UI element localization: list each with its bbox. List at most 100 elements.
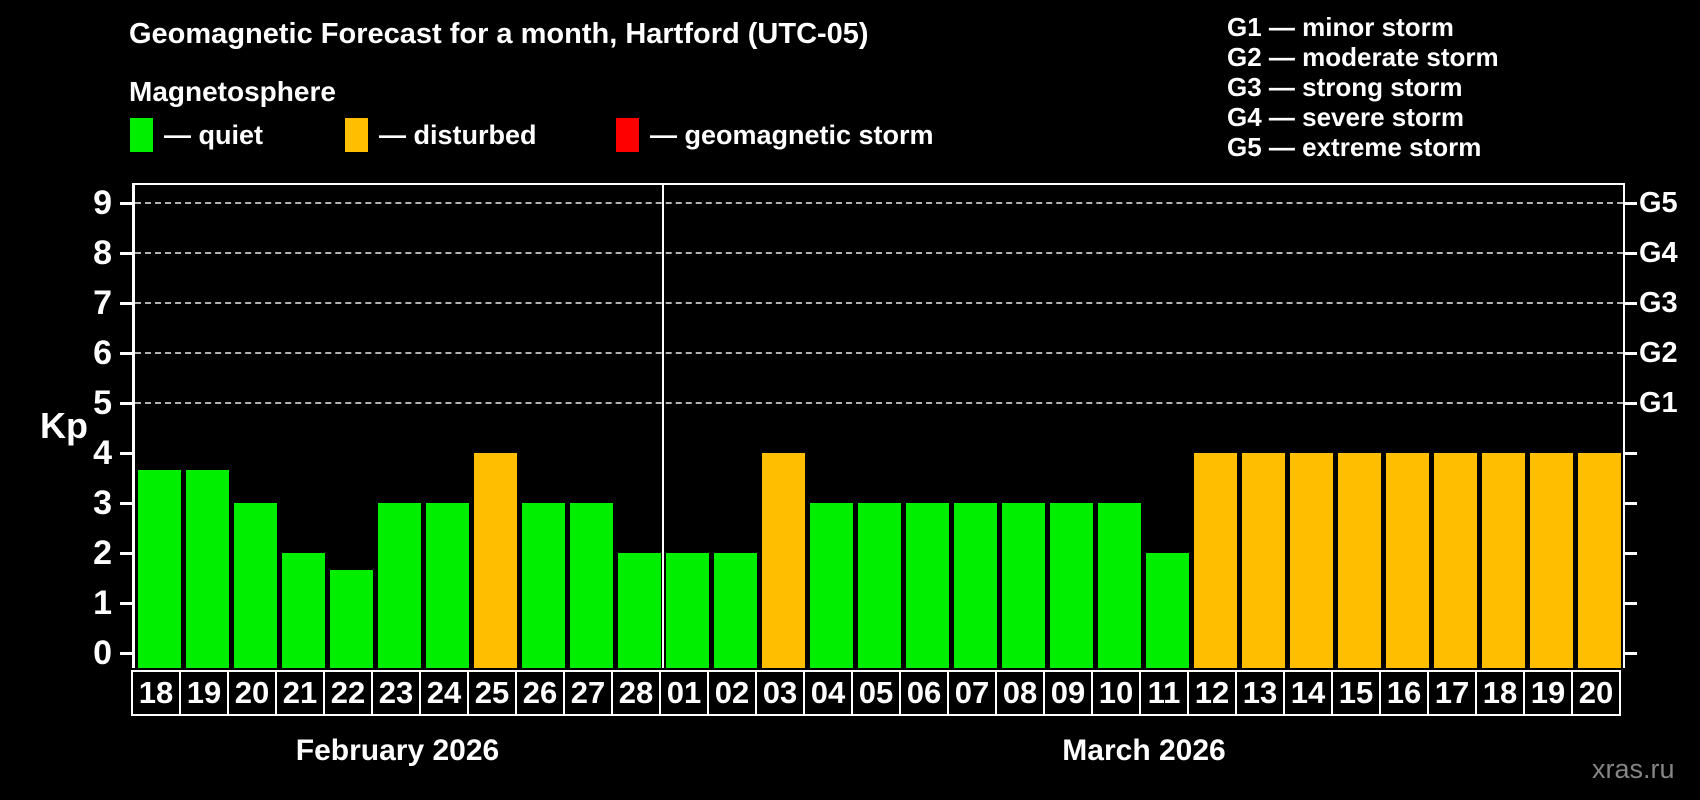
right-axis-tick xyxy=(1625,551,1637,555)
month-label-february: February 2026 xyxy=(295,734,500,767)
g5-legend-row: G5 — extreme storm xyxy=(1227,132,1482,162)
month-label-march: March 2026 xyxy=(1062,734,1226,767)
day-label: 19 xyxy=(1523,670,1573,716)
disturbed-color-swatch xyxy=(345,118,368,152)
gridline-kp-9 xyxy=(135,202,1623,204)
day-label: 19 xyxy=(179,670,229,716)
day-label: 26 xyxy=(515,670,565,716)
kp-bar xyxy=(1145,553,1189,668)
right-axis-tick xyxy=(1625,251,1637,255)
kp-bar xyxy=(665,553,709,668)
kp-bar xyxy=(617,553,661,668)
g-level-label: G2 xyxy=(1639,337,1678,369)
day-label: 10 xyxy=(1091,670,1141,716)
right-axis-tick xyxy=(1625,501,1637,505)
day-label: 05 xyxy=(851,670,901,716)
day-label: 24 xyxy=(419,670,469,716)
g-level-label: G3 xyxy=(1639,287,1678,319)
page-title: Geomagnetic Forecast for a month, Hartfo… xyxy=(129,18,869,50)
right-axis-tick xyxy=(1625,401,1637,405)
kp-bar xyxy=(1097,503,1141,668)
left-axis-tick xyxy=(120,301,132,305)
day-label: 25 xyxy=(467,670,517,716)
day-label: 04 xyxy=(803,670,853,716)
right-axis-tick xyxy=(1625,301,1637,305)
g4-legend-row: G4 — severe storm xyxy=(1227,102,1465,132)
day-axis: 18 19 20 21 22 23 24 25 26 27 28 01 02 03 04 05 06 07 08 09… xyxy=(131,670,1625,716)
kp-bar xyxy=(761,453,805,668)
left-axis-tick xyxy=(120,351,132,355)
day-label: 22 xyxy=(323,670,373,716)
kp-bar xyxy=(521,503,565,668)
day-label: 01 xyxy=(659,670,709,716)
day-label: 12 xyxy=(1187,670,1237,716)
gridline-kp-5 xyxy=(135,402,1623,404)
kp-bar xyxy=(1577,453,1621,668)
watermark: xras.ru xyxy=(1592,754,1675,784)
kp-bar xyxy=(1385,453,1429,668)
right-axis-tick xyxy=(1625,651,1637,655)
day-label: 07 xyxy=(947,670,997,716)
day-label: 15 xyxy=(1331,670,1381,716)
g-level-label: G5 xyxy=(1639,187,1678,219)
day-label: 02 xyxy=(707,670,757,716)
kp-bar xyxy=(905,503,949,668)
day-label: 23 xyxy=(371,670,421,716)
day-label: 06 xyxy=(899,670,949,716)
quiet-color-swatch xyxy=(130,118,153,152)
kp-bar xyxy=(185,469,229,668)
kp-bar xyxy=(377,503,421,668)
left-axis-tick xyxy=(120,401,132,405)
left-axis-tick xyxy=(120,651,132,655)
kp-bar xyxy=(473,453,517,668)
g1-legend-row: G1 — minor storm xyxy=(1227,12,1454,42)
day-label: 09 xyxy=(1043,670,1093,716)
left-axis-tick xyxy=(120,501,132,505)
kp-bar xyxy=(1241,453,1285,668)
legend-label-quiet: — quiet xyxy=(164,119,263,150)
kp-bar xyxy=(329,569,373,668)
left-axis-tick xyxy=(120,551,132,555)
g2-legend-row: G2 — moderate storm xyxy=(1227,42,1499,72)
gridline-kp-8 xyxy=(135,252,1623,254)
kp-bar xyxy=(713,553,757,668)
day-label: 11 xyxy=(1139,670,1189,716)
month-separator-line xyxy=(662,185,664,668)
day-label: 18 xyxy=(1475,670,1525,716)
kp-tick-label: 1 xyxy=(93,584,112,622)
kp-bar xyxy=(1337,453,1381,668)
kp-bar xyxy=(1049,503,1093,668)
kp-tick-label: 0 xyxy=(93,634,112,672)
legend-item-storm: — geomagnetic storm xyxy=(616,118,934,152)
legend-item-disturbed: — disturbed xyxy=(345,118,537,152)
kp-bar xyxy=(857,503,901,668)
storm-color-swatch xyxy=(616,118,639,152)
kp-bar xyxy=(809,503,853,668)
day-label: 16 xyxy=(1379,670,1429,716)
day-label: 20 xyxy=(227,670,277,716)
legend-label-disturbed: — disturbed xyxy=(379,119,537,150)
g-level-label: G1 xyxy=(1639,387,1678,419)
day-label: 13 xyxy=(1235,670,1285,716)
kp-tick-label: 3 xyxy=(93,484,112,522)
legend-label-storm: — geomagnetic storm xyxy=(650,119,934,150)
day-label: 21 xyxy=(275,670,325,716)
left-axis-tick xyxy=(120,601,132,605)
kp-bar xyxy=(1001,503,1045,668)
day-label: 27 xyxy=(563,670,613,716)
kp-bar xyxy=(953,503,997,668)
day-label: 08 xyxy=(995,670,1045,716)
day-label: 17 xyxy=(1427,670,1477,716)
kp-tick-label: 2 xyxy=(93,534,112,572)
kp-bar xyxy=(1433,453,1477,668)
g3-legend-row: G3 — strong storm xyxy=(1227,72,1463,102)
kp-bar xyxy=(1289,453,1333,668)
right-axis-tick xyxy=(1625,601,1637,605)
kp-tick-label: 7 xyxy=(93,284,112,322)
kp-tick-label: 9 xyxy=(93,184,112,222)
kp-bar xyxy=(425,503,469,668)
plot-area: 0 1 2 3 4 5 6 7 8 9 G1 G2 G3 G4 G5 xyxy=(93,183,1678,672)
kp-bar xyxy=(137,469,181,668)
g-scale-legend: G1 — minor storm G2 — moderate storm G3 … xyxy=(1227,12,1499,162)
